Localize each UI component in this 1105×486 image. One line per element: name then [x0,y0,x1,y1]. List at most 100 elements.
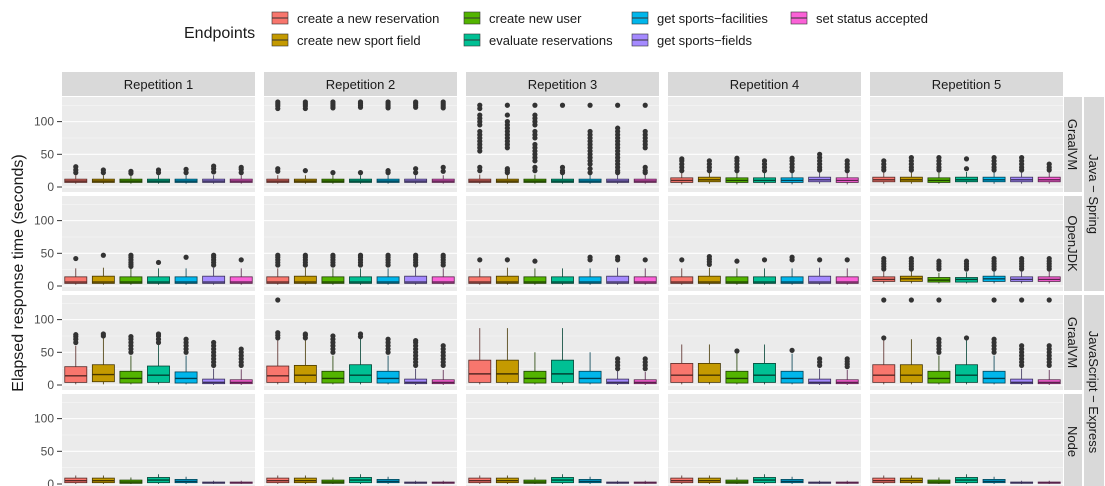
box-3 [551,276,574,284]
outlier-point-1 [302,99,308,105]
outlier-point-2 [936,154,942,161]
box-1 [697,363,721,383]
box-5 [202,378,226,385]
outlier-point-1 [100,331,106,337]
box-4 [376,276,400,284]
box-3 [349,276,372,284]
outlier-point-6 [440,164,446,170]
column-strip-3 [466,72,659,96]
legend-label-6: set status accepted [816,11,928,26]
box-2 [119,370,143,384]
outlier-point-4 [991,255,997,262]
box-5 [404,378,428,385]
legend-label-2: create new user [489,11,582,26]
outlier-point-2 [128,252,134,258]
outlier-point-6 [844,257,850,263]
box-2 [523,276,547,284]
outlier-point-1 [908,255,914,262]
panel-r2-c1 [62,196,255,291]
outlier-point-5 [413,99,419,105]
box-6 [835,276,859,284]
box-1 [495,359,519,383]
outlier-point-6 [642,257,648,263]
box-4 [780,370,804,384]
panel-background [668,394,861,486]
outlier-point-5 [1019,255,1025,262]
column-strip-label-5: Repetition 5 [932,77,1001,92]
outlier-point-5 [817,356,823,362]
outlier-point-4 [991,297,997,303]
outlier-point-2 [734,348,740,354]
box-3 [349,364,372,383]
outlier-point-0 [477,164,483,170]
outlier-point-6 [1046,297,1052,303]
outlier-point-1 [908,297,914,303]
outlier-point-6 [642,102,648,108]
box-2 [321,370,345,384]
outlier-point-3 [761,158,768,164]
box-3 [147,365,170,383]
legend-label-1: create new sport field [297,33,421,48]
outlier-point-5 [615,102,621,108]
box-4 [578,370,602,384]
row-strip-4 [1064,394,1082,486]
box-0 [266,365,290,383]
outlier-point-1 [706,253,712,260]
outlier-point-0 [477,112,483,118]
outlier-point-6 [238,346,244,352]
box-2 [119,276,143,284]
outlier-point-5 [211,339,217,346]
outlier-point-5 [413,252,419,258]
box-3 [753,363,776,383]
outlier-point-2 [532,128,538,135]
box-4 [174,371,198,384]
outlier-point-6 [642,164,648,170]
outlier-point-5 [413,337,419,344]
outlier-point-5 [1019,343,1025,349]
outlier-point-4 [385,99,391,105]
box-5 [808,378,832,385]
outer-strip-label-2: JavaScript − Express [1086,331,1101,454]
outlier-point-1 [100,252,106,258]
outlier-point-1 [908,154,914,161]
outlier-point-6 [1046,255,1052,262]
box-6 [431,276,455,284]
outlier-point-2 [330,170,336,176]
outlier-point-1 [302,168,308,174]
outlier-point-5 [615,254,621,260]
box-1 [495,275,519,284]
outlier-point-3 [357,99,364,105]
outlier-point-3 [357,170,364,176]
box-0 [64,276,88,284]
outlier-point-1 [504,119,510,125]
outlier-point-4 [587,170,593,176]
y-tick-label-r1-50: 50 [41,147,55,161]
box-1 [91,364,115,383]
y-tick-label-r2-100: 100 [34,214,54,228]
outlier-point-5 [817,257,823,263]
column-strip-4 [668,72,861,96]
outlier-point-2 [532,258,538,264]
outlier-point-6 [844,158,850,164]
outlier-point-1 [504,257,510,263]
outlier-point-2 [936,258,942,264]
y-tick-label-r3-50: 50 [41,345,55,359]
outlier-point-5 [211,163,217,169]
outlier-point-2 [532,102,538,108]
y-tick-label-r1-100: 100 [34,115,54,129]
outlier-point-0 [73,164,79,170]
y-tick-label-r1-0: 0 [47,180,54,194]
outlier-point-6 [1046,343,1052,349]
box-3 [753,276,776,284]
outlier-point-3 [559,102,566,108]
panel-r3-c1 [62,295,255,390]
outer-strip-2 [1084,295,1104,486]
outlier-point-2 [128,168,134,174]
legend-title: Endpoints [184,25,255,42]
outlier-point-2 [734,258,740,264]
outlier-point-4 [385,336,391,342]
box-2 [725,370,749,384]
outlier-point-1 [100,167,106,173]
legend: Endpoints create a new reservation create… [184,11,928,48]
box-5 [1010,378,1034,385]
